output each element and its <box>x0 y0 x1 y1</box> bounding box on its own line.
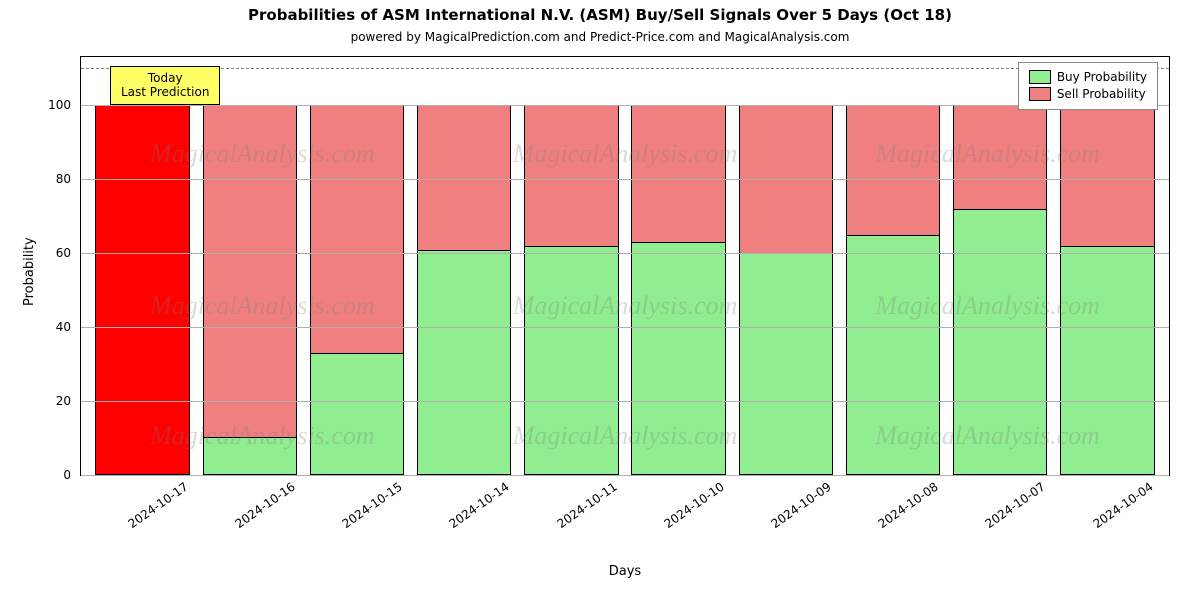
chart-subtitle: powered by MagicalPrediction.com and Pre… <box>0 30 1200 44</box>
gridline <box>81 475 1169 476</box>
chart-title: Probabilities of ASM International N.V. … <box>0 6 1200 24</box>
x-tick-label: 2024-10-17 <box>125 480 190 531</box>
stacked-bar <box>631 105 725 475</box>
x-tick-label: 2024-10-08 <box>876 480 941 531</box>
x-tick-label: 2024-10-09 <box>768 480 833 531</box>
today-annotation: Today Last Prediction <box>110 66 220 105</box>
buy-segment <box>311 353 403 474</box>
y-tick-label: 40 <box>56 320 81 334</box>
bar-slot: 2024-10-17 <box>89 57 196 475</box>
x-tick-label: 2024-10-16 <box>232 480 297 531</box>
gridline <box>81 327 1169 328</box>
stacked-bar <box>1060 105 1154 475</box>
x-tick-label: 2024-10-04 <box>1090 480 1155 531</box>
stacked-bar <box>739 105 833 475</box>
stacked-bar <box>846 105 940 475</box>
y-tick-label: 60 <box>56 246 81 260</box>
y-tick-label: 80 <box>56 172 81 186</box>
x-tick-label: 2024-10-15 <box>340 480 405 531</box>
bars-group: 2024-10-172024-10-162024-10-152024-10-14… <box>81 57 1169 475</box>
bar-slot: 2024-10-16 <box>196 57 303 475</box>
bar-slot: 2024-10-15 <box>303 57 410 475</box>
bar-slot: 2024-10-11 <box>518 57 625 475</box>
gridline <box>81 105 1169 106</box>
legend: Buy ProbabilitySell Probability <box>1018 62 1158 110</box>
buy-segment <box>204 437 296 474</box>
buy-segment <box>632 242 724 474</box>
legend-swatch <box>1029 87 1051 101</box>
buy-segment <box>525 246 617 474</box>
buy-segment <box>740 253 832 474</box>
annotation-line2: Last Prediction <box>121 85 209 99</box>
legend-swatch <box>1029 70 1051 84</box>
bar-slot: 2024-10-10 <box>625 57 732 475</box>
legend-label: Buy Probability <box>1057 69 1147 86</box>
chart-container: Probabilities of ASM International N.V. … <box>0 0 1200 600</box>
bar-slot: 2024-10-14 <box>411 57 518 475</box>
stacked-bar <box>417 105 511 475</box>
x-axis-label: Days <box>80 564 1170 579</box>
legend-item: Buy Probability <box>1029 69 1147 86</box>
topline <box>81 68 1169 69</box>
stacked-bar <box>524 105 618 475</box>
bar-slot: 2024-10-08 <box>839 57 946 475</box>
bar-slot: 2024-10-07 <box>947 57 1054 475</box>
plot-area: 2024-10-172024-10-162024-10-152024-10-14… <box>80 56 1170 476</box>
buy-segment <box>847 235 939 474</box>
stacked-bar <box>95 105 189 475</box>
buy-segment <box>418 250 510 474</box>
bar-slot: 2024-10-09 <box>732 57 839 475</box>
gridline <box>81 253 1169 254</box>
legend-label: Sell Probability <box>1057 86 1146 103</box>
stacked-bar <box>203 105 297 475</box>
stacked-bar <box>310 105 404 475</box>
y-tick-label: 0 <box>63 468 81 482</box>
gridline <box>81 179 1169 180</box>
bar-slot: 2024-10-04 <box>1054 57 1161 475</box>
legend-item: Sell Probability <box>1029 86 1147 103</box>
x-tick-label: 2024-10-11 <box>554 480 619 531</box>
annotation-line1: Today <box>121 71 209 85</box>
y-tick-label: 20 <box>56 394 81 408</box>
gridline <box>81 401 1169 402</box>
x-tick-label: 2024-10-07 <box>983 480 1048 531</box>
buy-segment <box>954 209 1046 474</box>
y-axis-label: Probability <box>22 237 37 306</box>
x-tick-label: 2024-10-10 <box>661 480 726 531</box>
buy-segment <box>1061 246 1153 474</box>
x-tick-label: 2024-10-14 <box>447 480 512 531</box>
y-tick-label: 100 <box>48 98 81 112</box>
stacked-bar <box>953 105 1047 475</box>
